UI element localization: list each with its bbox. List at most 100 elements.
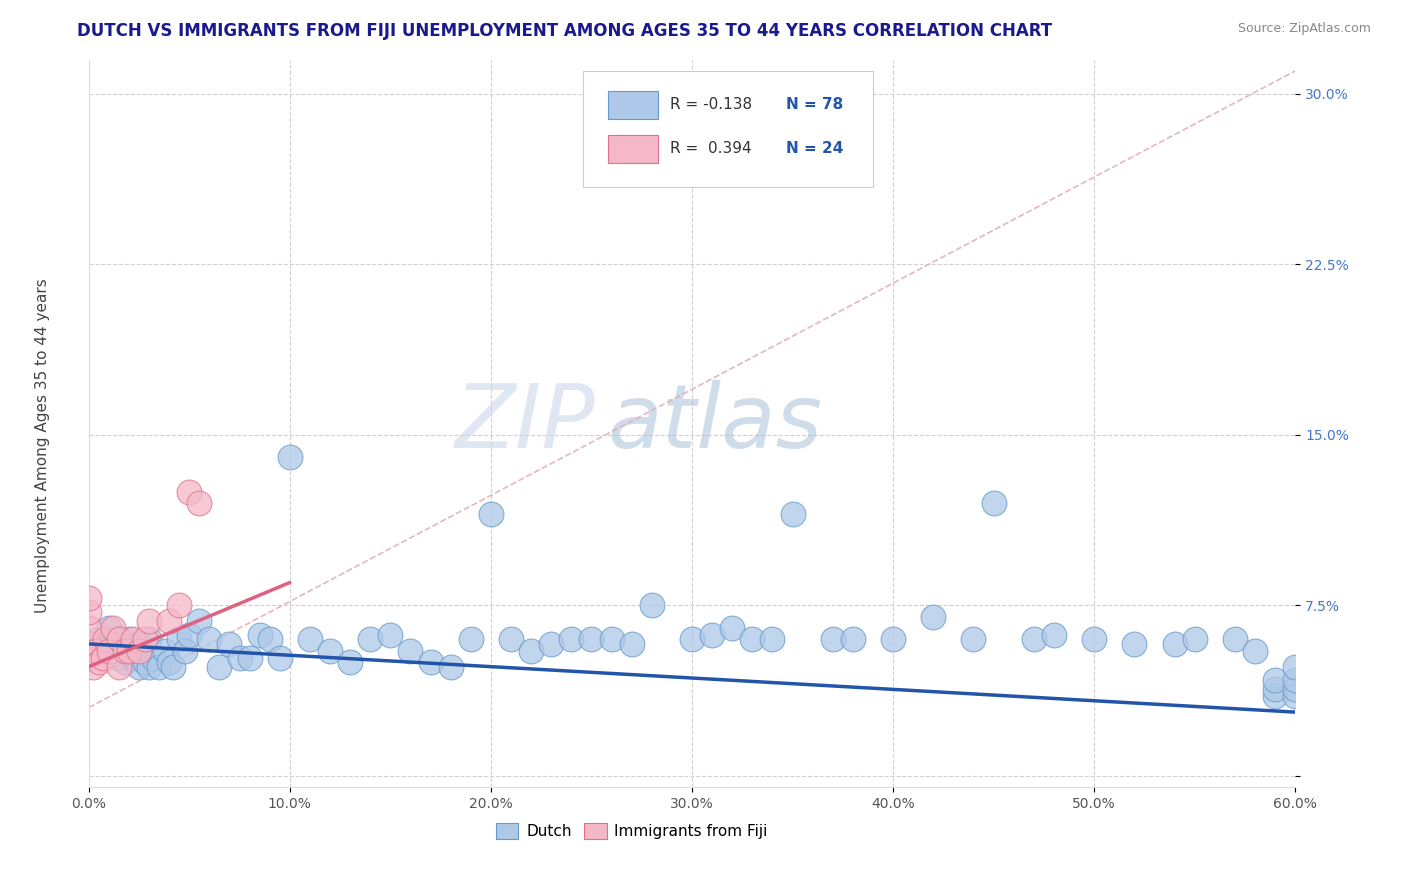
Point xyxy=(148,659,170,673)
Point xyxy=(922,609,945,624)
Point xyxy=(128,637,150,651)
Point xyxy=(114,644,136,658)
Point xyxy=(122,650,145,665)
Point xyxy=(108,659,131,673)
Point xyxy=(228,650,250,665)
Point xyxy=(821,632,844,647)
Point xyxy=(1284,659,1306,673)
Point xyxy=(681,632,703,647)
Point xyxy=(269,650,291,665)
Point xyxy=(77,650,100,665)
Point xyxy=(782,508,804,522)
Point xyxy=(239,650,262,665)
Text: R =  0.394: R = 0.394 xyxy=(671,141,752,156)
Point xyxy=(278,450,301,465)
Point xyxy=(249,628,271,642)
Point xyxy=(179,628,201,642)
Point xyxy=(128,644,150,658)
Point xyxy=(128,659,150,673)
Point xyxy=(259,632,281,647)
Point xyxy=(1284,689,1306,703)
Point xyxy=(520,644,543,658)
Point xyxy=(1022,632,1045,647)
Point xyxy=(77,591,100,606)
Point xyxy=(1264,689,1286,703)
Point xyxy=(882,632,904,647)
Point xyxy=(91,650,114,665)
Point xyxy=(114,655,136,669)
FancyBboxPatch shape xyxy=(583,70,873,187)
Point xyxy=(380,628,402,642)
Point xyxy=(419,655,441,669)
Point xyxy=(87,655,110,669)
Point xyxy=(700,628,723,642)
Point xyxy=(620,637,643,651)
Point xyxy=(174,644,197,658)
Point xyxy=(440,659,463,673)
Point xyxy=(1043,628,1066,642)
Text: R = -0.138: R = -0.138 xyxy=(671,97,752,112)
Point xyxy=(1284,673,1306,688)
Text: DUTCH VS IMMIGRANTS FROM FIJI UNEMPLOYMENT AMONG AGES 35 TO 44 YEARS CORRELATION: DUTCH VS IMMIGRANTS FROM FIJI UNEMPLOYME… xyxy=(77,22,1053,40)
Point xyxy=(97,621,120,635)
Point xyxy=(1163,637,1185,651)
Text: ZIP: ZIP xyxy=(454,380,596,467)
Point xyxy=(77,621,100,635)
FancyBboxPatch shape xyxy=(607,91,658,120)
Point xyxy=(208,659,231,673)
Point xyxy=(339,655,361,669)
Point xyxy=(188,496,211,510)
Point xyxy=(1264,682,1286,697)
Point xyxy=(77,605,100,619)
Point xyxy=(359,632,381,647)
Point xyxy=(460,632,482,647)
Point xyxy=(83,644,105,658)
Point xyxy=(118,632,141,647)
Point xyxy=(142,650,165,665)
Point xyxy=(153,644,176,658)
Point xyxy=(108,632,131,647)
Point xyxy=(122,632,145,647)
Point xyxy=(179,484,201,499)
Point xyxy=(198,632,221,647)
Point xyxy=(1184,632,1206,647)
Point xyxy=(134,655,156,669)
Point xyxy=(962,632,984,647)
Point xyxy=(97,644,120,658)
Point xyxy=(761,632,783,647)
Text: Source: ZipAtlas.com: Source: ZipAtlas.com xyxy=(1237,22,1371,36)
Point xyxy=(138,614,160,628)
Point xyxy=(108,650,131,665)
Text: atlas: atlas xyxy=(607,380,823,467)
Text: N = 24: N = 24 xyxy=(786,141,844,156)
Point xyxy=(77,637,100,651)
FancyBboxPatch shape xyxy=(607,135,658,163)
Point xyxy=(87,632,110,647)
Point xyxy=(540,637,562,651)
Point xyxy=(721,621,744,635)
Point xyxy=(298,632,321,647)
Point xyxy=(499,632,522,647)
Point xyxy=(101,621,124,635)
Point xyxy=(983,496,1005,510)
Point xyxy=(319,644,342,658)
Text: N = 78: N = 78 xyxy=(786,97,844,112)
Point xyxy=(82,659,104,673)
Point xyxy=(138,632,160,647)
Point xyxy=(108,632,131,647)
Point xyxy=(399,644,422,658)
Point xyxy=(157,655,180,669)
Point xyxy=(134,632,156,647)
Legend: Dutch, Immigrants from Fiji: Dutch, Immigrants from Fiji xyxy=(489,817,773,845)
Point xyxy=(741,632,763,647)
Point xyxy=(218,637,240,651)
Point xyxy=(600,632,623,647)
Point xyxy=(1223,632,1246,647)
Point xyxy=(118,644,141,658)
Point xyxy=(1123,637,1146,651)
Point xyxy=(842,632,865,647)
Point xyxy=(479,508,502,522)
Point xyxy=(162,659,184,673)
Point xyxy=(167,632,190,647)
Point xyxy=(641,599,664,613)
